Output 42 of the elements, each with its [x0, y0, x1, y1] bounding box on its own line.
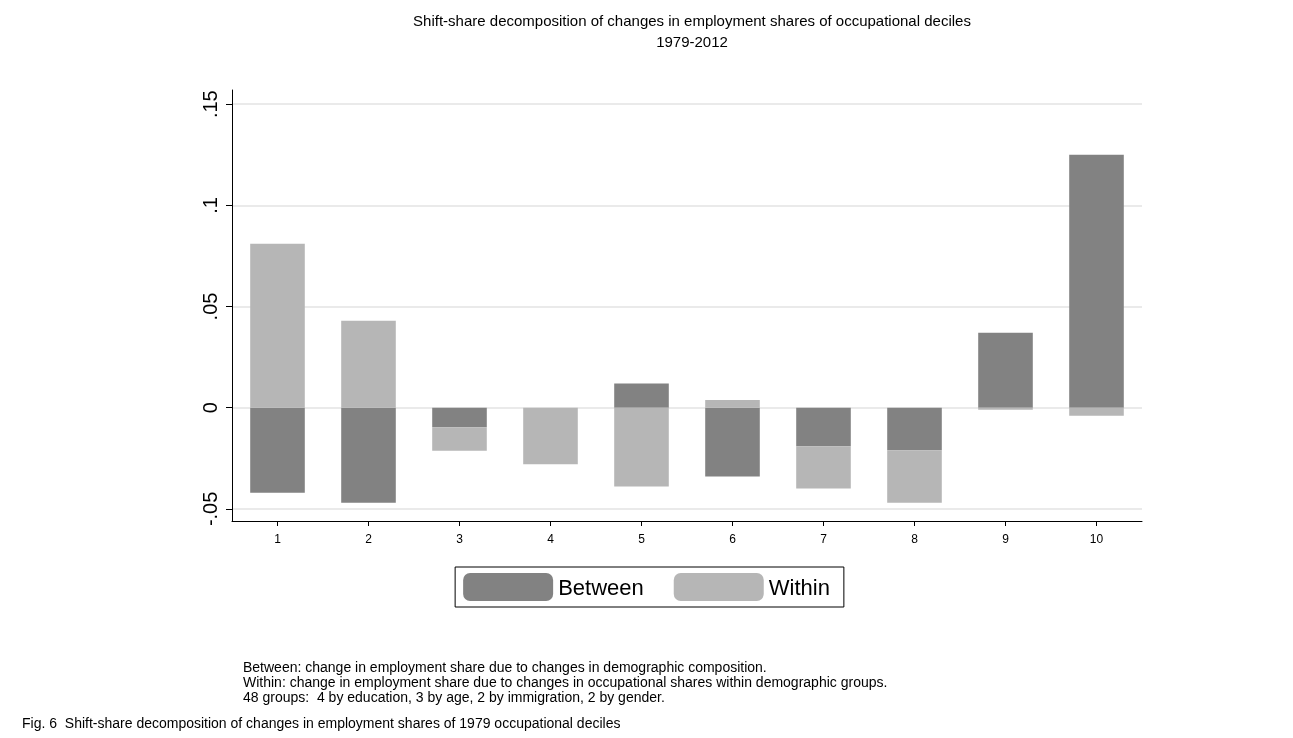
- text: Between: change in employment share due to changes in demographic composition.: [243, 659, 767, 675]
- x-tick-label: 6: [729, 532, 737, 546]
- bar: [978, 407, 1033, 410]
- x-tick-label: 9: [1002, 532, 1010, 546]
- bar: [705, 407, 760, 477]
- bar: [1069, 154, 1124, 408]
- x-tick-label: 5: [638, 532, 646, 546]
- bar: [523, 407, 578, 465]
- bar: [432, 407, 487, 428]
- caption: Fig. 6 Shift-share decomposition of changes in employment shares of 1979 occupational deciles: [22, 715, 621, 731]
- legend-label: Between: [558, 574, 644, 600]
- bar: [887, 450, 942, 503]
- bar: [432, 427, 487, 451]
- legend-label: Within: [768, 574, 830, 600]
- bar: [341, 320, 396, 408]
- y-tick-label: .05: [199, 292, 221, 321]
- bar: [1069, 407, 1124, 416]
- bar: [796, 407, 851, 447]
- chart-subtitle: 1979-2012: [656, 33, 728, 50]
- y-tick-label: .1: [199, 196, 221, 214]
- x-tick-label: 8: [911, 532, 919, 546]
- chart-title: Shift-share decomposition of changes in employment shares of occupational deciles: [413, 12, 971, 29]
- x-tick-label: 4: [547, 532, 555, 546]
- x-tick-label: 7: [820, 532, 828, 546]
- y-tick-label: -.05: [199, 491, 221, 527]
- text: Within: change in employment share due to changes in occupational shares within demographic groups.: [243, 674, 888, 690]
- bar: [250, 407, 305, 493]
- bar: [887, 407, 942, 451]
- bar: [614, 407, 669, 487]
- x-tick-label: 2: [365, 532, 373, 546]
- bar: [705, 400, 760, 408]
- x-tick-label: 1: [274, 532, 282, 546]
- bar: [796, 446, 851, 489]
- bar: [614, 383, 669, 408]
- bar: [978, 332, 1033, 408]
- bar: [250, 243, 305, 408]
- y-tick-label: 0: [199, 402, 221, 414]
- x-tick-label: 3: [456, 532, 464, 546]
- text: 48 groups: 4 by education, 3 by age, 2 by immigration, 2 by gender.: [243, 689, 665, 705]
- bar: [341, 407, 396, 503]
- x-tick-label: 10: [1089, 532, 1104, 546]
- y-tick-label: .15: [199, 90, 221, 119]
